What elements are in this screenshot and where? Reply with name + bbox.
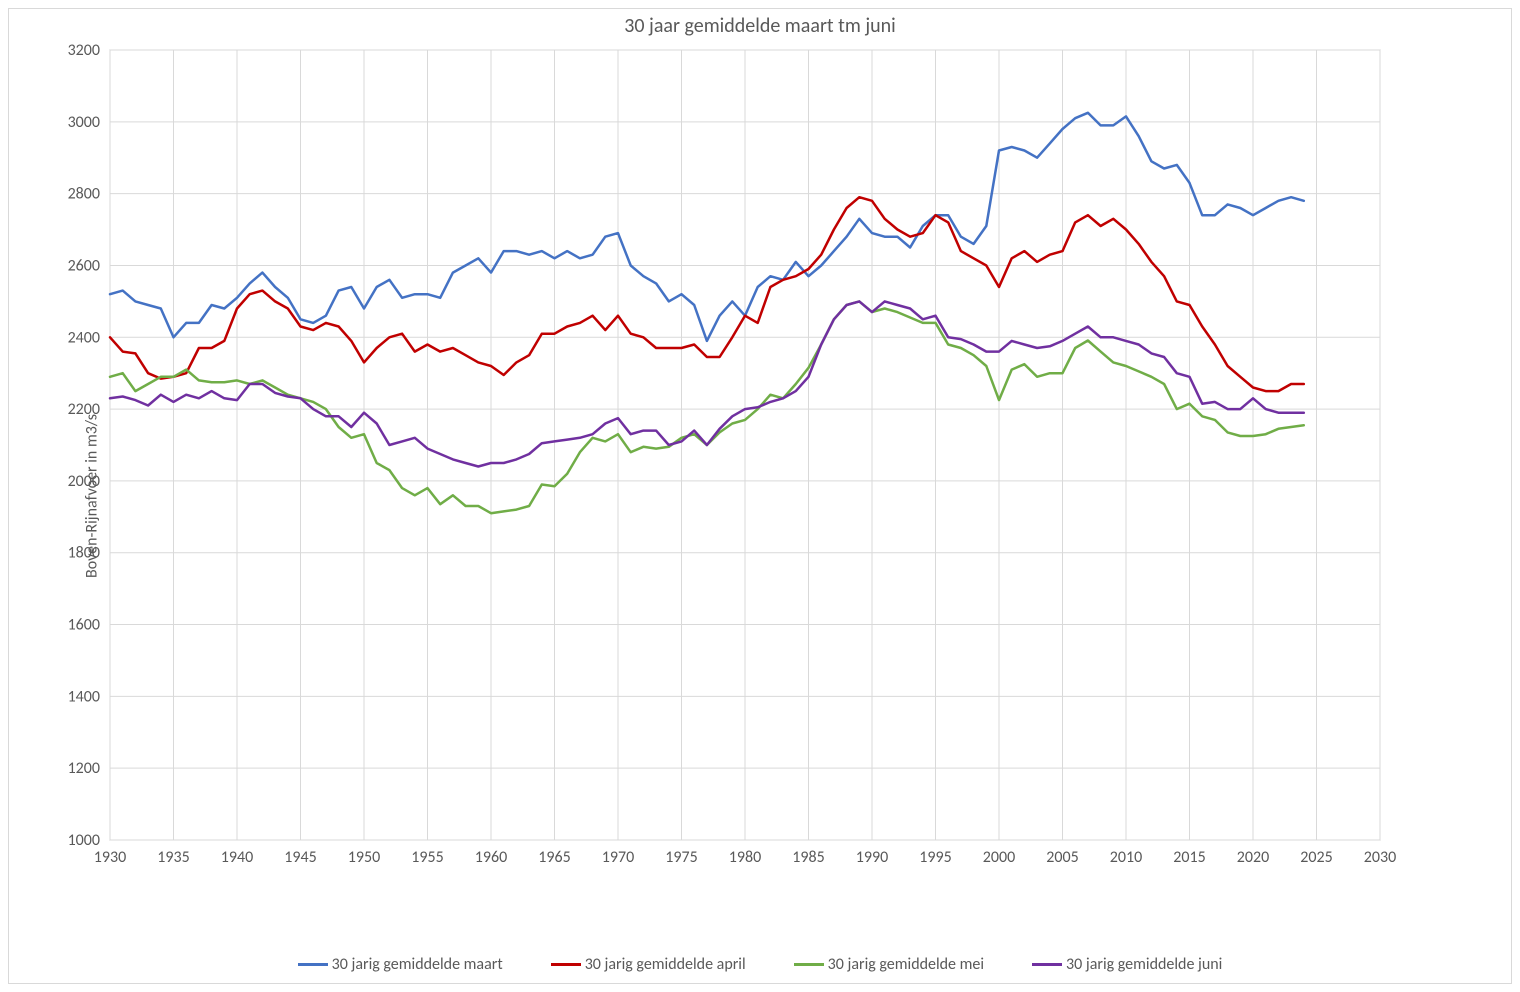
legend-label-maart: 30 jarig gemiddelde maart — [332, 955, 503, 974]
legend-label-juni: 30 jarig gemiddelde juni — [1066, 955, 1222, 974]
legend-swatch-april — [551, 963, 581, 966]
legend-label-mei: 30 jarig gemiddelde mei — [828, 955, 984, 974]
legend-swatch-maart — [298, 963, 328, 966]
chart-outer-border — [8, 8, 1512, 984]
legend-item-mei: 30 jarig gemiddelde mei — [794, 955, 984, 974]
chart-container: 30 jaar gemiddelde maart tm juni Boven-R… — [0, 0, 1520, 992]
legend-item-maart: 30 jarig gemiddelde maart — [298, 955, 503, 974]
legend-swatch-juni — [1032, 963, 1062, 966]
y-axis-label: Boven-Rijnafvoer in m3/s — [82, 414, 101, 578]
legend-label-april: 30 jarig gemiddelde april — [585, 955, 746, 974]
chart-legend: 30 jarig gemiddelde maart 30 jarig gemidd… — [0, 955, 1520, 974]
legend-item-april: 30 jarig gemiddelde april — [551, 955, 746, 974]
legend-item-juni: 30 jarig gemiddelde juni — [1032, 955, 1222, 974]
legend-swatch-mei — [794, 963, 824, 966]
chart-title: 30 jaar gemiddelde maart tm juni — [0, 14, 1520, 38]
